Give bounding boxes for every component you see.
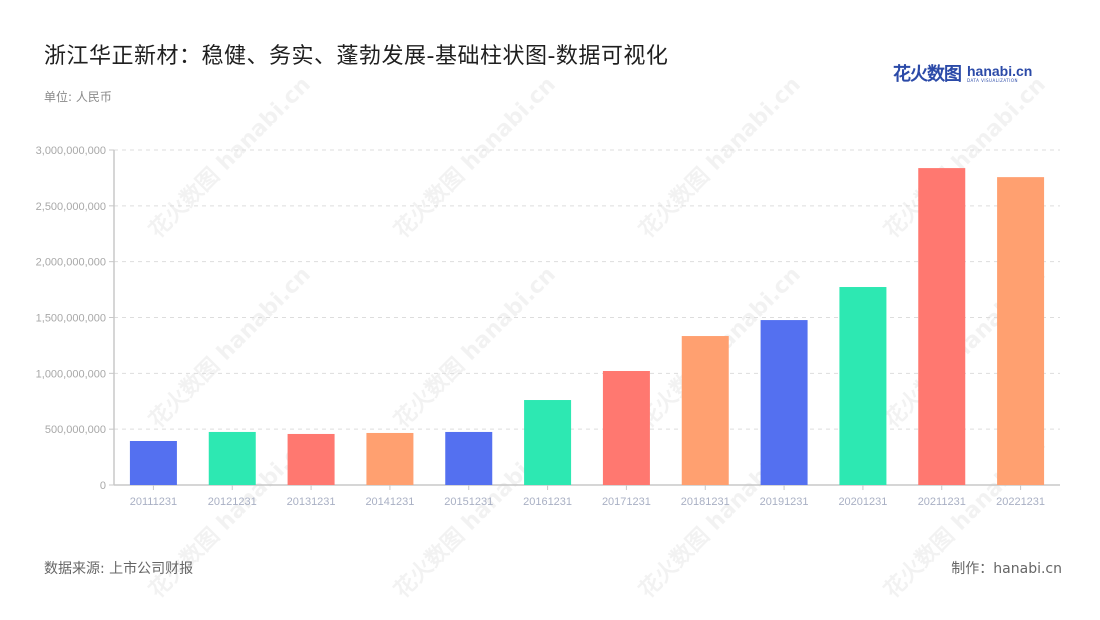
bar[interactable] (760, 320, 808, 485)
y-tick-label: 1,500,000,000 (36, 313, 106, 325)
bar[interactable] (524, 400, 572, 485)
bar[interactable] (208, 431, 256, 485)
x-tick-label: 20121231 (208, 496, 257, 508)
bar[interactable] (129, 441, 177, 485)
x-tick-label: 20191231 (760, 496, 809, 508)
x-tick-label: 20181231 (681, 496, 730, 508)
x-tick-label: 20141231 (365, 496, 414, 508)
y-tick-label: 2,500,000,000 (36, 201, 106, 213)
data-source: 数据来源: 上市公司财报 (44, 561, 194, 577)
bar[interactable] (366, 432, 414, 485)
bar[interactable] (918, 168, 966, 485)
bar[interactable] (681, 336, 729, 485)
unit-label: 单位: 人民币 (44, 90, 112, 104)
bar[interactable] (839, 287, 887, 485)
bar[interactable] (997, 177, 1045, 485)
bar[interactable] (445, 431, 493, 485)
x-tick-label: 20221231 (996, 496, 1045, 508)
x-tick-label: 20111231 (130, 496, 177, 508)
hanabi-logo: 花火数图 hanabi.cn DATA VISUALIZATION (893, 60, 1032, 86)
y-tick-label: 1,000,000,000 (36, 368, 106, 380)
x-tick-label: 20131231 (287, 496, 336, 508)
x-tick-label: 20171231 (602, 496, 651, 508)
y-tick-label: 0 (100, 480, 106, 492)
logo-cn-text: 花火数图 (893, 64, 962, 85)
logo-en-block: hanabi.cn DATA VISUALIZATION (967, 64, 1032, 83)
bar[interactable] (287, 433, 335, 485)
x-tick-label: 20201231 (838, 496, 887, 508)
y-tick-label: 3,000,000,000 (36, 145, 106, 157)
x-tick-label: 20161231 (523, 496, 572, 508)
y-tick-label: 500,000,000 (45, 424, 106, 436)
logo-en-text: hanabi.cn (967, 62, 1033, 79)
y-tick-label: 2,000,000,000 (36, 257, 106, 269)
x-tick-label: 20211231 (918, 496, 966, 508)
logo-en-subtitle: DATA VISUALIZATION (967, 77, 1019, 83)
x-tick-label: 20151231 (444, 496, 493, 508)
bar[interactable] (602, 370, 650, 485)
credit: 制作：hanabi.cn (951, 561, 1062, 577)
chart-title: 浙江华正新材：稳健、务实、蓬勃发展-基础柱状图-数据可视化 (44, 44, 669, 69)
